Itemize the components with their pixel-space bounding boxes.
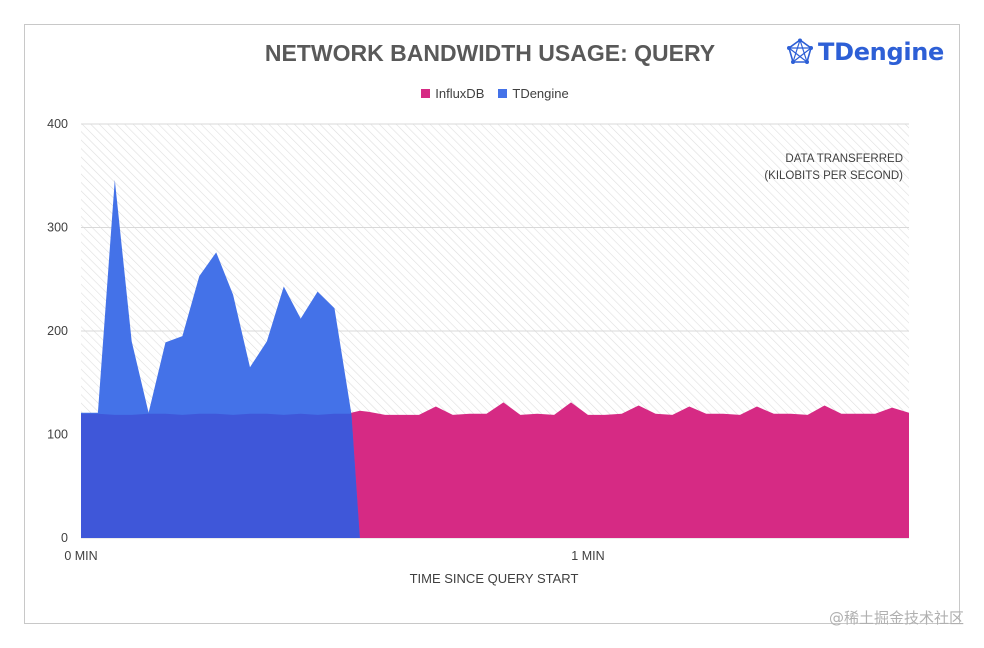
y-tick-label: 100 [47, 428, 68, 442]
legend-swatch-tdengine [498, 89, 508, 98]
y-tick-label: 200 [47, 324, 68, 338]
watermark: @稀土掘金技术社区 [828, 609, 964, 627]
tdengine-logo: TDengine [786, 38, 944, 66]
x-tick-label: 0 MIN [64, 549, 97, 563]
x-axis-label: TIME SINCE QUERY START [410, 571, 579, 586]
logo-text: TDengine [818, 38, 945, 66]
legend-item-tdengine: TDengine [498, 86, 569, 101]
y-tick-label: 0 [61, 531, 68, 545]
legend-label-tdengine: TDengine [512, 86, 569, 101]
x-tick-label: 1 MIN [571, 549, 604, 563]
legend-swatch-influxdb [421, 89, 431, 98]
chart-title: NETWORK BANDWIDTH USAGE: QUERY [264, 40, 716, 66]
legend-item-influxdb: InfluxDB [421, 86, 484, 101]
legend-label-influxdb: InfluxDB [435, 86, 485, 101]
y-tick-label: 400 [47, 117, 68, 131]
legend: InfluxDB TDengine [0, 86, 984, 101]
tdengine-star-icon [787, 38, 813, 64]
annotation-line-2: (KILOBITS PER SECOND) [764, 170, 903, 182]
y-tick-label: 300 [47, 221, 68, 235]
series-area-overlap [81, 413, 360, 538]
annotation-line-1: DATA TRANSFERRED [785, 153, 903, 165]
